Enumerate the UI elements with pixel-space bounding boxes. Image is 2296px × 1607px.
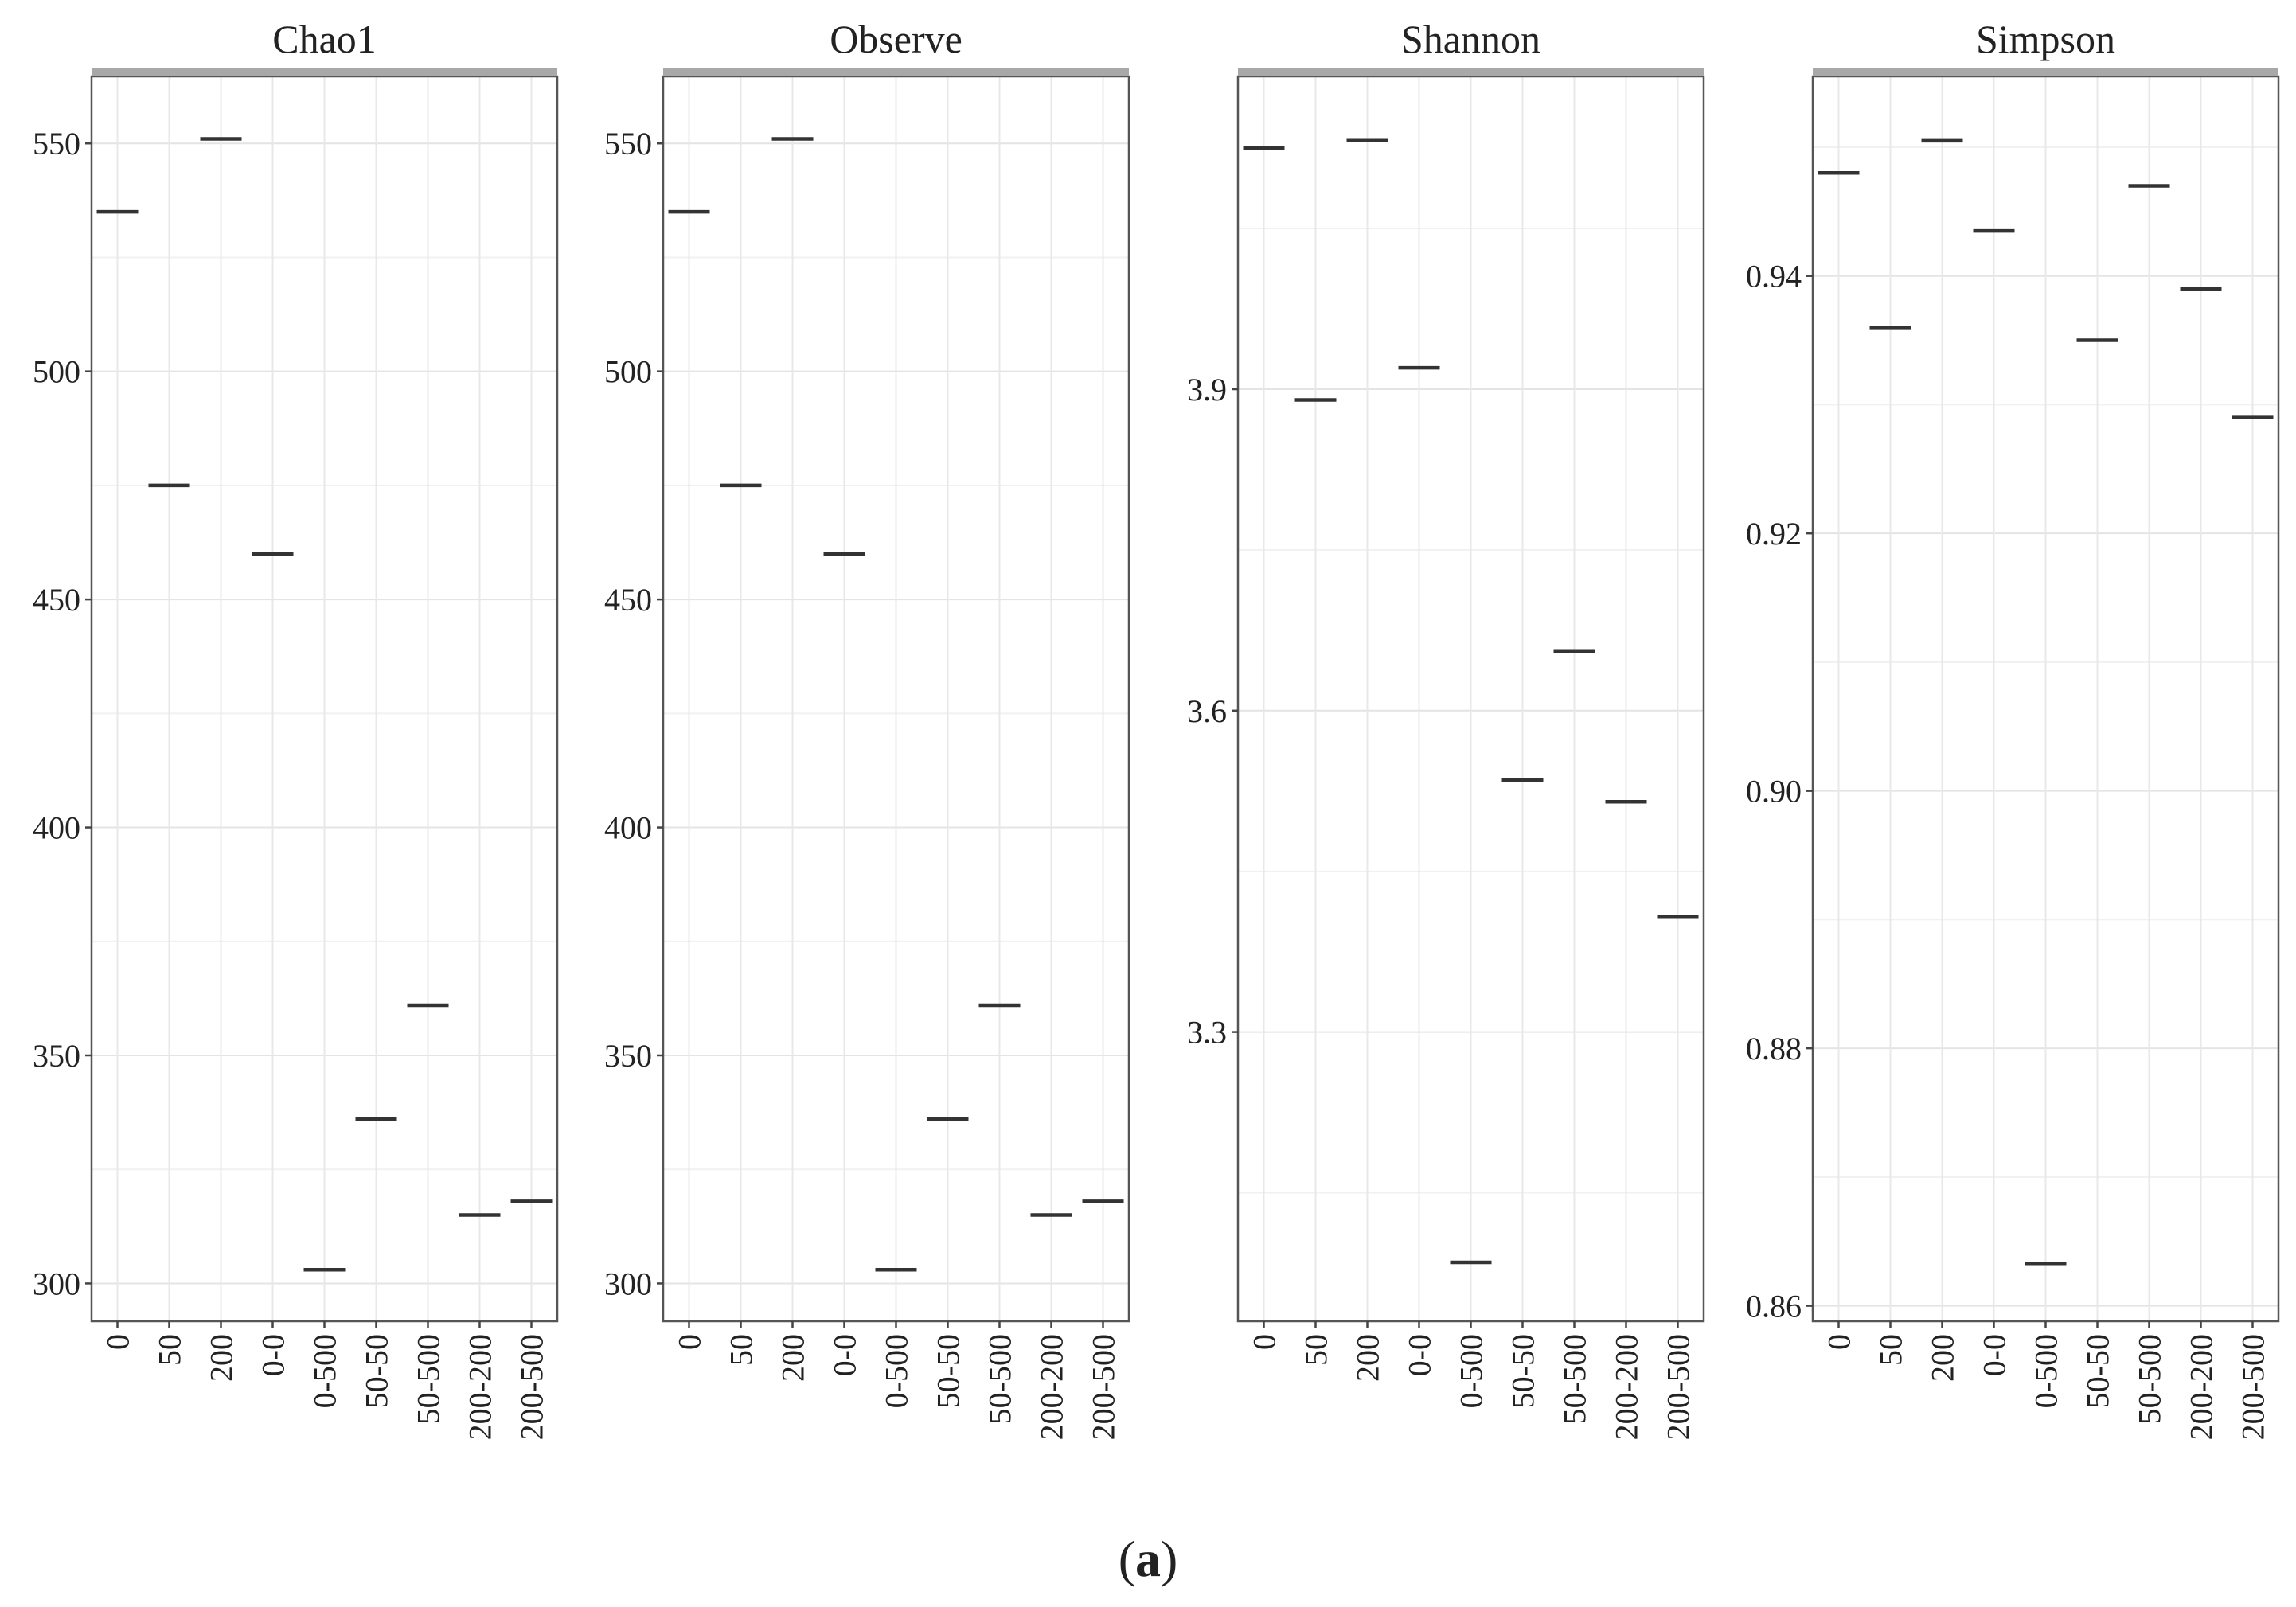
observe-x-tick-label: 50-50 — [931, 1334, 966, 1408]
chao1-y-tick-label: 350 — [33, 1038, 80, 1074]
figure-label: (a) — [1119, 1531, 1178, 1587]
observe-panel-title: Observe — [830, 17, 963, 61]
chao1-x-tick-label: 200-500 — [514, 1334, 550, 1440]
observe-x-tick-label: 200-200 — [1034, 1334, 1070, 1440]
simpson-facet-strip — [1813, 68, 2278, 76]
observe-y-tick-label: 450 — [604, 582, 652, 618]
shannon-panel-title: Shannon — [1401, 17, 1540, 61]
chao1-x-tick-label: 0-500 — [307, 1334, 343, 1408]
observe-x-tick-label: 0-500 — [879, 1334, 915, 1408]
shannon-x-tick-label: 0 — [1247, 1334, 1283, 1350]
simpson-x-tick-label: 200 — [1925, 1334, 1961, 1382]
chao1-x-tick-label: 200 — [204, 1334, 240, 1382]
shannon-x-tick-label: 200 — [1350, 1334, 1386, 1382]
shannon-y-tick-label: 3.6 — [1187, 693, 1227, 729]
observe-x-tick-label: 50-500 — [982, 1334, 1018, 1424]
simpson-x-tick-label: 50 — [1873, 1334, 1909, 1366]
observe-y-tick-label: 550 — [604, 126, 652, 162]
shannon-x-tick-label: 200-500 — [1661, 1334, 1697, 1440]
panel-shannon: Shannon 3.3 3.6 3.9 0 50 200 0-0 0-500 50-50 50-50… — [1187, 17, 1705, 1440]
chao1-x-tick-label: 200-200 — [463, 1334, 498, 1440]
simpson-x-tick-label: 0-500 — [2029, 1334, 2064, 1408]
chao1-y-tick-label: 300 — [33, 1266, 80, 1301]
observe-x-tick-label: 50 — [724, 1334, 759, 1366]
simpson-x-tick-label: 200-200 — [2184, 1334, 2220, 1440]
simpson-x-tick-label: 200-500 — [2235, 1334, 2271, 1440]
simpson-x-tick-label: 50-50 — [2080, 1334, 2116, 1408]
simpson-panel-title: Simpson — [1976, 17, 2115, 61]
simpson-y-tick-label: 0.94 — [1746, 259, 1802, 294]
chao1-x-tick-label: 50-50 — [359, 1334, 395, 1408]
simpson-y-tick-label: 0.90 — [1746, 774, 1802, 809]
shannon-x-tick-label: 50 — [1298, 1334, 1334, 1366]
observe-y-tick-label: 400 — [604, 810, 652, 846]
chao1-y-tick-label: 550 — [33, 126, 80, 162]
panel-simpson: Simpson 0.86 0.88 0.90 0.92 0.94 0 50 200 0-0 0-50… — [1746, 17, 2280, 1440]
simpson-x-tick-label: 0 — [1822, 1334, 1857, 1350]
simpson-y-tick-label: 0.88 — [1746, 1031, 1802, 1067]
observe-x-tick-label: 0 — [672, 1334, 708, 1350]
shannon-x-tick-label: 0-500 — [1454, 1334, 1490, 1408]
observe-x-tick-label: 200-500 — [1086, 1334, 1122, 1440]
panel-chao1: Chao1 300 350 400 450 500 550 0 50 200 0-0 0-500 50-… — [33, 17, 559, 1440]
observe-y-tick-label: 350 — [604, 1038, 652, 1074]
chao1-y-tick-label: 450 — [33, 582, 80, 618]
shannon-x-tick-label: 200-200 — [1609, 1334, 1645, 1440]
chao1-x-tick-label: 0-0 — [256, 1334, 291, 1376]
chao1-panel-title: Chao1 — [272, 17, 377, 61]
chao1-x-tick-label: 50 — [152, 1334, 188, 1366]
simpson-x-tick-label: 0-0 — [1977, 1334, 2013, 1376]
simpson-y-tick-label: 0.92 — [1746, 516, 1802, 552]
observe-x-tick-label: 200 — [775, 1334, 811, 1382]
shannon-x-tick-label: 50-500 — [1557, 1334, 1593, 1424]
shannon-facet-strip — [1238, 68, 1704, 76]
chao1-x-tick-label: 50-500 — [411, 1334, 447, 1424]
observe-facet-strip — [663, 68, 1129, 76]
observe-y-tick-label: 300 — [604, 1266, 652, 1301]
observe-y-tick-label: 500 — [604, 354, 652, 390]
shannon-y-tick-label: 3.3 — [1187, 1015, 1227, 1051]
simpson-y-tick-label: 0.86 — [1746, 1289, 1802, 1324]
chao1-y-tick-label: 400 — [33, 810, 80, 846]
chao1-y-tick-label: 500 — [33, 354, 80, 390]
observe-x-tick-label: 0-0 — [827, 1334, 863, 1376]
shannon-x-tick-label: 50-50 — [1505, 1334, 1541, 1408]
panel-observe: Observe 300 350 400 450 500 550 0 50 200 0-0 0-500 5… — [604, 17, 1130, 1440]
shannon-y-tick-label: 3.9 — [1187, 372, 1227, 408]
chao1-x-tick-label: 0 — [100, 1334, 136, 1350]
shannon-x-tick-label: 0-0 — [1402, 1334, 1438, 1376]
chao1-facet-strip — [92, 68, 557, 76]
simpson-x-tick-label: 50-500 — [2132, 1334, 2168, 1424]
